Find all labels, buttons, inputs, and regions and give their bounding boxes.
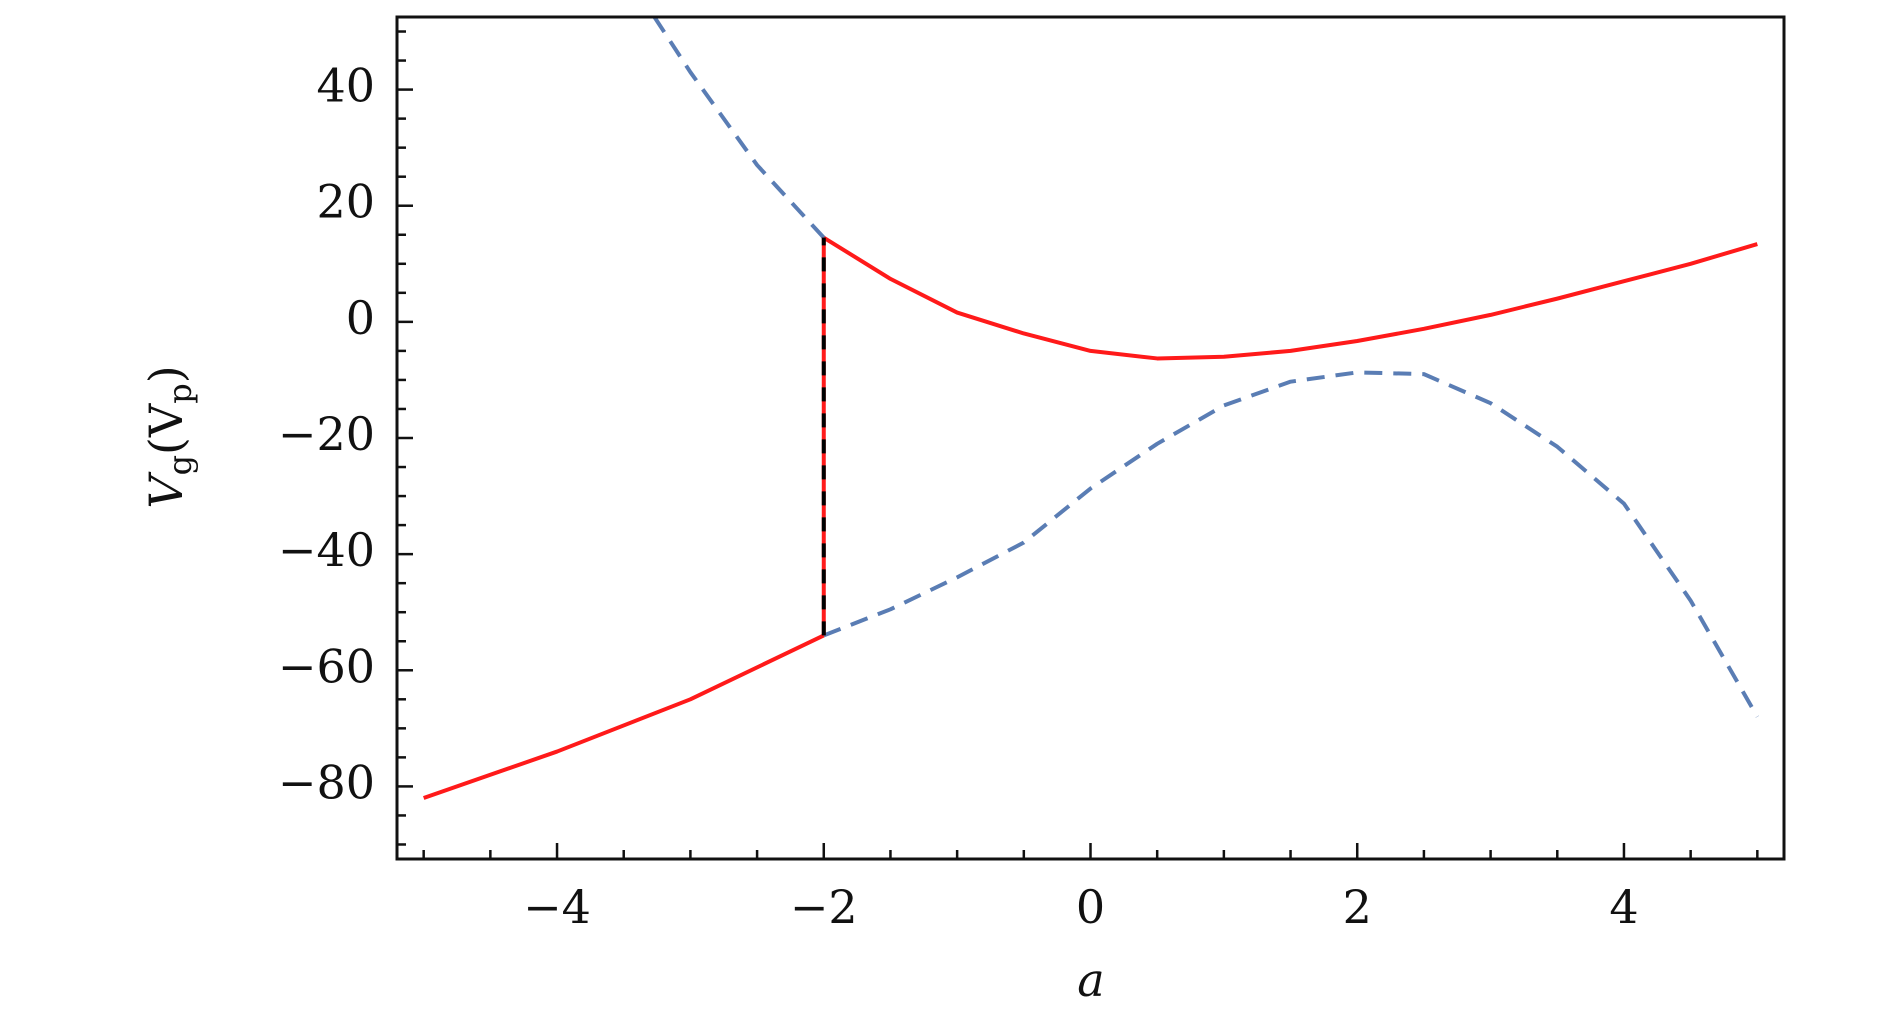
y-label-part: ) [139, 365, 193, 383]
y-tick-label: −40 [278, 523, 375, 577]
y-tick-label: 20 [316, 175, 375, 229]
line-series [423, 633, 825, 800]
line-series [823, 370, 1760, 718]
plot-frame [395, 15, 1786, 861]
y-tick-label: 40 [316, 59, 375, 113]
line-series [652, 17, 826, 240]
y-label-part: g [161, 455, 199, 475]
y-label-part: p [161, 383, 199, 403]
y-tick-label: 0 [346, 291, 375, 345]
x-axis-label: a [1077, 953, 1104, 1007]
x-tick-label: 2 [1343, 880, 1372, 934]
y-label-part: V [139, 471, 193, 509]
y-label-part: (V [139, 403, 193, 455]
line-series [822, 235, 1758, 361]
y-axis-label: Vg(Vp) [139, 365, 199, 508]
y-tick-label: −20 [278, 407, 375, 461]
y-tick-label: −80 [278, 755, 375, 809]
x-tick-label: −2 [790, 880, 858, 934]
x-tick-label: −4 [523, 880, 591, 934]
x-tick-label: 4 [1609, 880, 1638, 934]
x-tick-label: 0 [1076, 880, 1105, 934]
y-tick-label: −60 [278, 639, 375, 693]
